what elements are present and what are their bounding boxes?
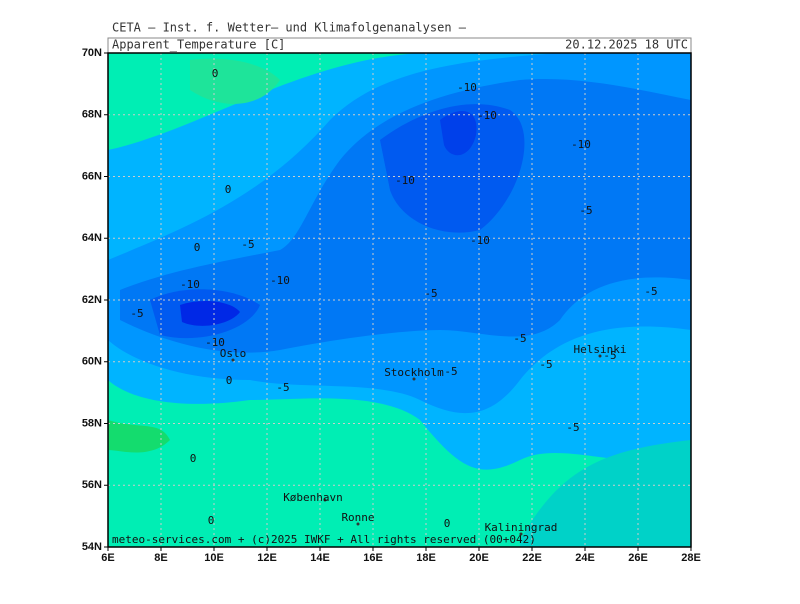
city-label: Oslo (220, 347, 247, 360)
city-dot (519, 532, 523, 536)
contour-label: -10 (477, 109, 497, 122)
contour-label: 0 (190, 452, 197, 465)
contour-label: 0 (194, 241, 201, 254)
contour-label: -10 (270, 274, 290, 287)
city-label: Kaliningrad (485, 521, 558, 534)
lon-label: 14E (310, 552, 330, 564)
contour-label: -10 (180, 278, 200, 291)
lon-label: 22E (522, 552, 542, 564)
contour-label: -10 (457, 81, 477, 94)
lon-label: 18E (416, 552, 436, 564)
contour-label: -10 (205, 336, 225, 349)
contour-label: -5 (579, 204, 592, 217)
lon-label: 12E (257, 552, 277, 564)
contour-label: -5 (276, 381, 289, 394)
city-dot (323, 498, 327, 502)
contour-label: -10 (571, 138, 591, 151)
lat-label: 58N (82, 417, 102, 429)
lon-label: 20E (469, 552, 489, 564)
contour-label: -5 (539, 358, 552, 371)
city-label: Helsinki (574, 343, 627, 356)
contour-label: -5 (424, 287, 437, 300)
valid-time: 20.12.2025 18 UTC (565, 38, 688, 52)
header-title: CETA — Inst. f. Wetter— und Klimafolgena… (112, 21, 467, 35)
lat-label: 68N (82, 109, 102, 121)
contour-label: 0 (226, 374, 233, 387)
contour-label: 0 (444, 517, 451, 530)
graticule (108, 53, 691, 547)
contour-label: -5 (241, 238, 254, 251)
lon-label: 28E (681, 552, 701, 564)
lat-label: 62N (82, 294, 102, 306)
city-dot (598, 354, 602, 358)
city-dot (231, 358, 235, 362)
city-dot (412, 377, 416, 381)
city-label: Stockholm (384, 366, 444, 379)
lat-label: 64N (82, 232, 102, 244)
contour-label: -5 (130, 307, 143, 320)
contour-label: -5 (603, 349, 616, 362)
contour-label: 0 (208, 514, 215, 527)
lon-label: 16E (363, 552, 383, 564)
city-label: Ronne (341, 511, 374, 524)
lon-label: 26E (628, 552, 648, 564)
contour-label: -10 (395, 174, 415, 187)
lon-label: 8E (154, 552, 167, 564)
lon-label: 24E (575, 552, 595, 564)
lon-label: 10E (204, 552, 224, 564)
lat-label: 54N (82, 541, 102, 553)
lat-label: 70N (82, 47, 102, 59)
field-name: Apparent_Temperature [C] (112, 38, 285, 52)
lat-label: 66N (82, 170, 102, 182)
lat-label: 60N (82, 356, 102, 368)
contour-label: -5 (566, 421, 579, 434)
contour-label: -10 (470, 234, 490, 247)
contour-label: -5 (513, 332, 526, 345)
lon-label: 6E (101, 552, 114, 564)
contour-label: 0 (225, 183, 232, 196)
contour-label: 0 (212, 67, 219, 80)
city-dot (356, 522, 360, 526)
contour-label: -5 (644, 285, 657, 298)
footer: meteo-services.com + (c)2025 IWKF + All … (112, 533, 536, 546)
lat-label: 56N (82, 479, 102, 491)
contour-label: -5 (444, 365, 457, 378)
city-label: København (283, 491, 343, 504)
